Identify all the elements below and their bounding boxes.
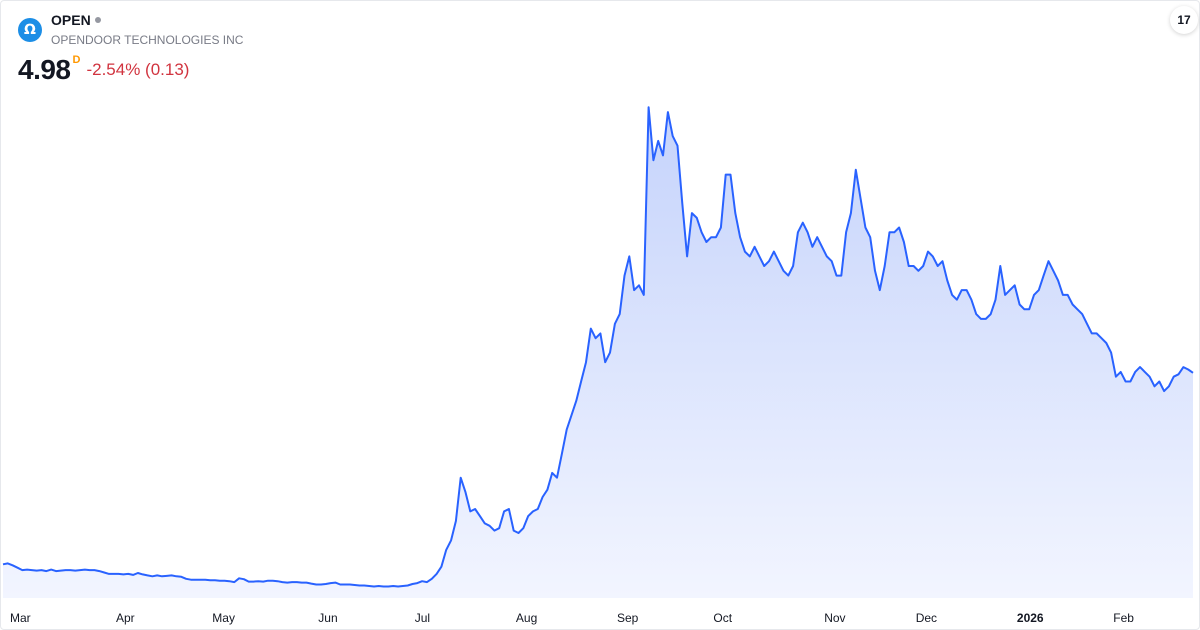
- last-price: 4.98: [18, 54, 71, 85]
- price-flag: D: [72, 54, 81, 66]
- x-tick-label: Mar: [10, 611, 31, 625]
- x-tick-label: Feb: [1113, 611, 1134, 625]
- x-tick-label: May: [212, 611, 235, 625]
- price-area-fill: [3, 107, 1193, 598]
- symbol-row: OPEN: [51, 12, 101, 30]
- x-tick-label: 2026: [1017, 611, 1044, 625]
- x-tick-label: Jun: [318, 611, 337, 625]
- x-tick-label: Dec: [916, 611, 937, 625]
- tradingview-logo-icon[interactable]: 17: [1170, 6, 1198, 34]
- x-tick-label: Nov: [824, 611, 845, 625]
- x-tick-label: Oct: [713, 611, 732, 625]
- ticker-symbol[interactable]: OPEN: [51, 12, 91, 28]
- company-name: OPENDOOR TECHNOLOGIES INC: [51, 33, 244, 47]
- x-tick-label: Aug: [516, 611, 537, 625]
- x-tick-label: Apr: [116, 611, 135, 625]
- price-change: -2.54% (0.13): [86, 60, 190, 79]
- price-series-line[interactable]: [2, 106, 1194, 588]
- market-status-dot-icon: [94, 17, 101, 23]
- x-tick-label: Jul: [415, 611, 430, 625]
- price-row: 4.98 D -2.54% (0.13): [18, 54, 189, 86]
- company-logo-icon: Ω: [18, 18, 42, 42]
- x-tick-label: Sep: [617, 611, 639, 625]
